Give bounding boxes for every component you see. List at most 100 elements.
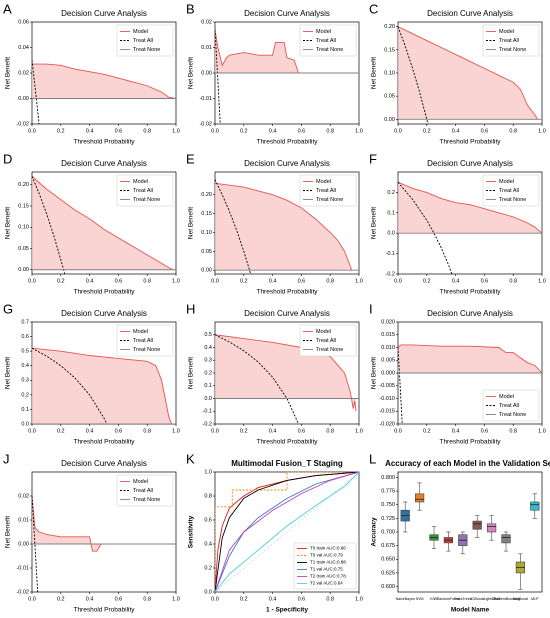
legend-label: Treat None	[499, 412, 526, 418]
x-tick-label: 0.8	[326, 128, 334, 134]
series-line	[398, 181, 542, 234]
x-tick-label: 0.6	[298, 278, 306, 284]
x-axis-label: Threshold Probability	[256, 289, 318, 296]
y-tick-label: 0.6	[204, 517, 212, 523]
legend-label: Treat None	[133, 197, 160, 203]
series-line	[215, 29, 299, 74]
legend-box	[299, 174, 357, 207]
x-tick-label: 0.8	[326, 278, 334, 284]
chart-title: Accuracy of each Model in the Validation…	[385, 459, 550, 468]
legend-label: Treat None	[316, 47, 343, 53]
y-tick-label: 0.000	[381, 370, 395, 376]
series-line	[398, 26, 539, 120]
y-tick-label: 0.1	[204, 383, 212, 389]
legend-label: Treat All	[499, 38, 519, 44]
panel: E Decision Curve Analysis Threshold Probab…	[186, 151, 363, 295]
x-axis-label: Threshold Probability	[439, 289, 501, 296]
x-tick-label: GradientBoosting	[492, 597, 520, 601]
y-tick-label: 0.725	[381, 516, 395, 522]
y-axis-label: Net Benefit	[188, 57, 195, 89]
y-tick-label: 0.15	[18, 203, 29, 209]
panel: D Decision Curve Analysis Threshold Probab…	[3, 151, 180, 295]
y-tick-label: 0.2	[387, 190, 395, 196]
y-axis-label: Net Benefit	[371, 57, 378, 89]
x-tick-label: 1.0	[172, 278, 180, 284]
series-line	[32, 60, 40, 124]
series-line	[215, 334, 300, 424]
series-line	[32, 347, 108, 424]
legend-label: Treat All	[133, 38, 153, 44]
legend-label: Treat None	[316, 197, 343, 203]
y-tick-label: 0.2	[204, 370, 212, 376]
y-tick-label: 0.01	[18, 517, 29, 523]
panel-letter: C	[369, 1, 378, 16]
x-tick-label: 0.2	[240, 278, 248, 284]
y-axis-label: Net Benefit	[5, 357, 12, 389]
legend-box	[116, 174, 174, 207]
series-line	[215, 182, 353, 271]
y-tick-label: 0.6	[21, 334, 29, 340]
panel: J Decision Curve Analysis Threshold Probab…	[3, 451, 180, 614]
legend-label: Model	[133, 329, 148, 335]
y-tick-label: -0.015	[379, 409, 395, 415]
y-tick-label: -0.01	[199, 96, 212, 102]
x-tick-label: 0.0	[28, 278, 36, 284]
x-tick-label: 0.4	[452, 428, 460, 434]
x-tick-label: 0.4	[86, 278, 94, 284]
y-tick-label: 0.010	[381, 345, 395, 351]
y-tick-label: 0.3	[204, 358, 212, 364]
panel-letter: F	[369, 151, 377, 166]
chart-title: Decision Curve Analysis	[61, 159, 147, 168]
y-tick-label: 0.675	[381, 543, 395, 549]
x-tick-label: 0.6	[481, 278, 489, 284]
y-tick-label: 0.625	[381, 570, 395, 576]
series-line	[215, 472, 359, 592]
x-axis-label: Threshold Probability	[73, 607, 135, 614]
legend-label: Treat All	[499, 403, 519, 409]
legend-box	[482, 24, 540, 57]
y-tick-label: 0.700	[381, 529, 395, 535]
benefit-area	[32, 348, 172, 424]
chart-title: Decision Curve Analysis	[427, 159, 513, 168]
chart-title: Decision Curve Analysis	[244, 309, 330, 318]
x-tick-label: 1.0	[172, 596, 180, 602]
legend-label: Treat All	[133, 188, 153, 194]
y-tick-label: -0.020	[379, 421, 395, 427]
y-tick-label: 0.750	[381, 502, 395, 508]
x-axis-label: Threshold Probability	[256, 439, 318, 446]
y-axis-label: Net Benefit	[5, 207, 12, 239]
x-tick-label: 1.0	[355, 596, 363, 602]
x-tick-label: 0.0	[394, 278, 402, 284]
x-tick-label: 0.2	[240, 596, 248, 602]
x-tick-label: 0.2	[240, 428, 248, 434]
x-axis-label: Threshold Probability	[439, 139, 501, 146]
x-axis-label: Threshold Probability	[73, 289, 135, 296]
legend-label: T2 val AUC:0.64	[310, 581, 343, 586]
y-tick-label: 0.00	[384, 117, 395, 123]
x-tick-label: 0.0	[394, 428, 402, 434]
y-tick-label: 0.0	[204, 396, 212, 402]
y-axis-label: Net Benefit	[371, 357, 378, 389]
x-tick-label: ExtraTrees	[454, 597, 472, 601]
y-tick-label: 0.15	[384, 47, 395, 53]
legend-box	[293, 542, 357, 590]
legend-label: T2 train AUC:0.78	[310, 574, 346, 579]
y-tick-label: -0.01	[16, 565, 29, 571]
chart-title: Decision Curve Analysis	[61, 9, 147, 18]
chart-title: Decision Curve Analysis	[244, 9, 330, 18]
y-tick-label: 0.2	[21, 392, 29, 398]
chart-title: Decision Curve Analysis	[61, 309, 147, 318]
x-tick-label: LightGBM	[484, 597, 500, 601]
x-tick-label: 0.2	[423, 278, 431, 284]
y-tick-label: 0.015	[381, 332, 395, 338]
x-tick-label: 0.0	[28, 128, 36, 134]
legend-label: Treat All	[316, 188, 336, 194]
y-tick-label: 0.4	[21, 363, 29, 369]
y-tick-label: 0.10	[384, 70, 395, 76]
y-tick-label: 0.005	[381, 358, 395, 364]
y-tick-label: 0.00	[201, 70, 212, 76]
x-tick-label: 0.8	[509, 428, 517, 434]
y-tick-label: 0.00	[18, 96, 29, 102]
legend-label: Treat None	[499, 197, 526, 203]
